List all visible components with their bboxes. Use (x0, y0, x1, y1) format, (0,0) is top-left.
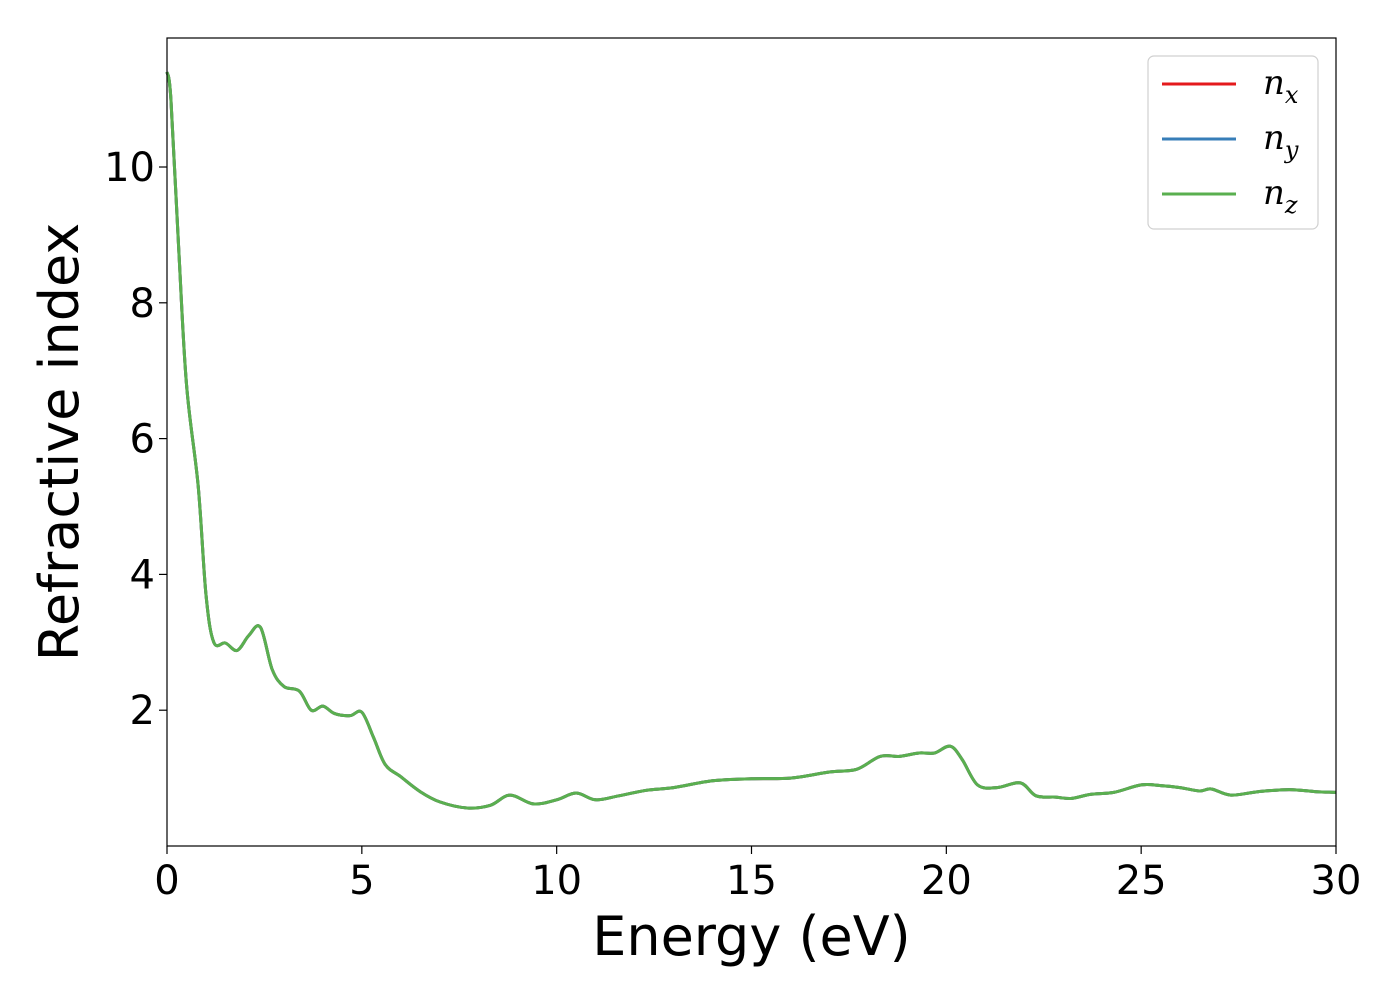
x-tick-label: 25 (1116, 858, 1167, 904)
x-tick-label: 10 (531, 858, 582, 904)
x-tick-label: 20 (921, 858, 972, 904)
y-tick-label: 6 (130, 417, 155, 463)
y-tick-label: 4 (130, 552, 155, 598)
ticks-layer: 0 5 10 15 20 25 30 2 4 6 8 10 (104, 145, 1361, 904)
legend-label-n_y: ny (1263, 118, 1299, 164)
y-axis-label: Refractive index (28, 223, 91, 662)
legend-label-n_x: nx (1263, 63, 1299, 109)
y-tick-label: 8 (130, 281, 155, 327)
legend-box (1147, 55, 1319, 230)
x-tick-label: 30 (1311, 858, 1362, 904)
y-tick-label: 10 (104, 145, 155, 191)
x-tick-label: 0 (154, 858, 179, 904)
legend: nx ny nz (1147, 55, 1319, 230)
y-tick-label: 2 (130, 688, 155, 734)
legend-label-n_z: nz (1263, 173, 1298, 219)
series-line-n_z (165, 71, 1337, 810)
x-tick-label: 5 (349, 858, 374, 904)
x-axis-label: Energy (eV) (592, 905, 911, 968)
x-tick-label: 15 (726, 858, 777, 904)
series-layer (165, 71, 1337, 810)
